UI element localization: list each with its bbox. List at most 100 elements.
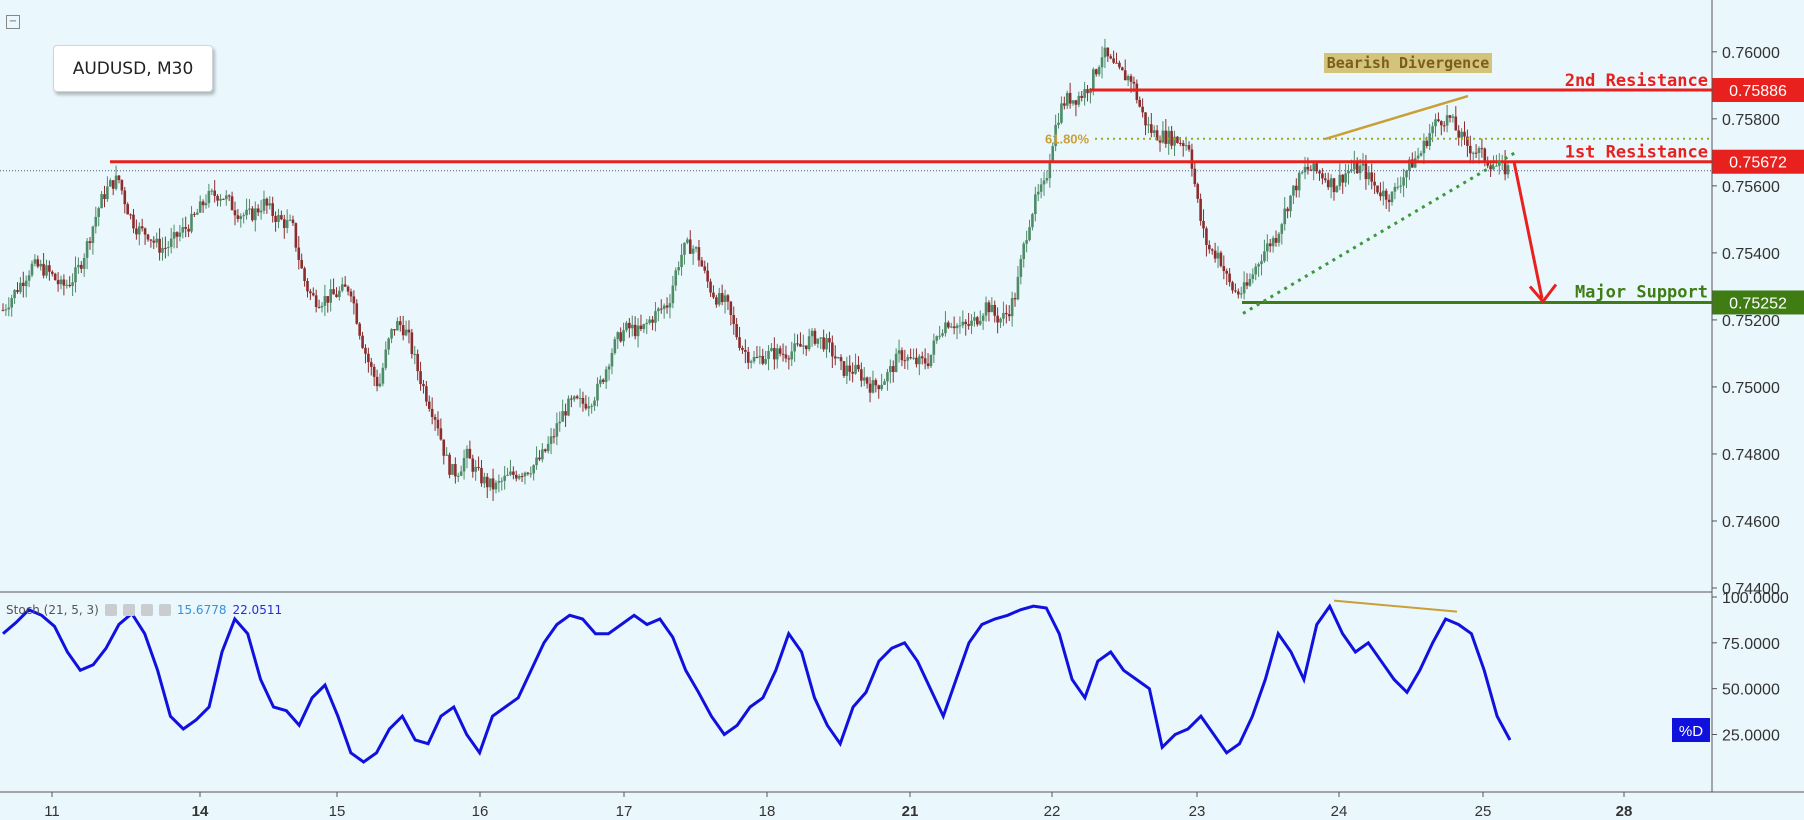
candle-up — [894, 353, 898, 373]
candle-up — [1042, 180, 1046, 185]
candle-down — [1376, 185, 1379, 193]
gear-icon[interactable] — [122, 604, 135, 616]
candle-down — [398, 321, 402, 326]
candle-down — [335, 294, 338, 298]
candle-up — [1335, 186, 1339, 193]
close-icon[interactable] — [158, 604, 171, 616]
candle-down — [923, 358, 927, 364]
candle-down — [512, 471, 515, 475]
candle-down — [700, 260, 704, 267]
candle-down — [744, 349, 747, 352]
candle-down — [787, 358, 791, 360]
candle-down — [732, 315, 736, 325]
candle-down — [584, 403, 588, 409]
candle-up — [396, 321, 399, 331]
candle-down — [729, 301, 733, 316]
candle-down — [1309, 169, 1313, 171]
candle-up — [262, 198, 266, 211]
candle-down — [1181, 143, 1185, 147]
minus-square-icon[interactable]: − — [6, 15, 20, 29]
candle-down — [50, 271, 54, 274]
price-tick-label: 0.75000 — [1722, 380, 1780, 397]
candle-up — [1010, 298, 1014, 317]
candle-down — [485, 476, 489, 488]
candle-down — [471, 458, 475, 472]
candle-down — [355, 303, 359, 324]
candle-down — [1121, 67, 1124, 71]
candle-up — [1312, 163, 1316, 171]
candle-down — [410, 332, 414, 355]
candle-down — [1106, 47, 1110, 57]
candle-up — [1031, 214, 1034, 228]
candle-up — [1329, 178, 1333, 188]
candle-up — [45, 265, 48, 276]
candle-down — [1387, 199, 1391, 203]
candle-down — [1170, 130, 1173, 146]
candle-up — [990, 304, 994, 313]
candle-down — [1411, 159, 1414, 168]
candle-down — [1448, 115, 1452, 118]
candle-down — [564, 411, 567, 416]
price-levels: 2nd Resistance 0.75886 1st Resistance 0.756… — [0, 71, 1804, 315]
candle-up — [567, 398, 570, 416]
candle-down — [1274, 238, 1278, 243]
candle-down — [915, 357, 918, 365]
plus-icon[interactable] — [140, 604, 153, 616]
candle-up — [630, 324, 634, 329]
candle-up — [671, 285, 675, 304]
price-axis[interactable]: 0.76000 0.75800 0.75600 0.75400 0.75200 0.750… — [1712, 45, 1780, 598]
candle-up — [770, 348, 773, 351]
stoch-axis[interactable]: 100.0000 75.0000 50.0000 25.0000 %D — [1672, 590, 1789, 745]
candle-up — [1416, 155, 1420, 159]
candle-up — [546, 443, 550, 452]
candle-down — [1222, 266, 1226, 271]
candle-down — [967, 324, 970, 326]
candle-down — [233, 210, 237, 216]
candle-up — [19, 282, 22, 293]
candle-down — [709, 281, 712, 293]
candle-up — [204, 203, 208, 206]
candle-up — [500, 480, 504, 482]
candle-down — [1123, 70, 1127, 81]
time-axis[interactable]: 11 14 15 16 17 18 21 22 23 24 25 28 — [44, 792, 1632, 820]
candle-down — [987, 302, 991, 313]
candle-down — [123, 190, 127, 205]
candle-down — [514, 474, 518, 479]
candle-up — [494, 482, 498, 490]
candle-down — [1463, 131, 1466, 137]
candle-up — [384, 349, 388, 368]
candle-down — [712, 292, 715, 298]
candle-up — [984, 302, 988, 316]
stoch-d-value: 22.0511 — [232, 603, 283, 617]
time-tick-label: 14 — [192, 803, 209, 820]
candle-down — [42, 263, 45, 276]
candle-down — [796, 343, 799, 345]
candle-up — [1396, 186, 1400, 188]
symbol-label[interactable]: AUDUSD, M30 — [53, 45, 213, 92]
candle-down — [964, 321, 968, 325]
candle-up — [7, 307, 11, 310]
candle-up — [268, 203, 272, 206]
candle-down — [570, 398, 573, 400]
candle-up — [906, 357, 910, 361]
candle-down — [1489, 165, 1492, 170]
candle-up — [918, 356, 921, 365]
candle-up — [1271, 238, 1275, 247]
candle-up — [106, 186, 109, 200]
eye-icon[interactable] — [104, 604, 117, 616]
candle-down — [1, 309, 5, 311]
candle-up — [1254, 266, 1258, 275]
candle-up — [970, 320, 973, 326]
candle-down — [857, 364, 860, 370]
candle-down — [88, 241, 92, 243]
candle-down — [152, 240, 156, 243]
candle-up — [239, 216, 243, 219]
candle-up — [161, 247, 164, 253]
candle-up — [13, 290, 16, 299]
candle-down — [425, 386, 428, 402]
candle-up — [465, 448, 469, 458]
candle-down — [300, 259, 303, 269]
candle-up — [323, 296, 327, 306]
candle-down — [164, 247, 167, 249]
candle-down — [1074, 100, 1078, 105]
